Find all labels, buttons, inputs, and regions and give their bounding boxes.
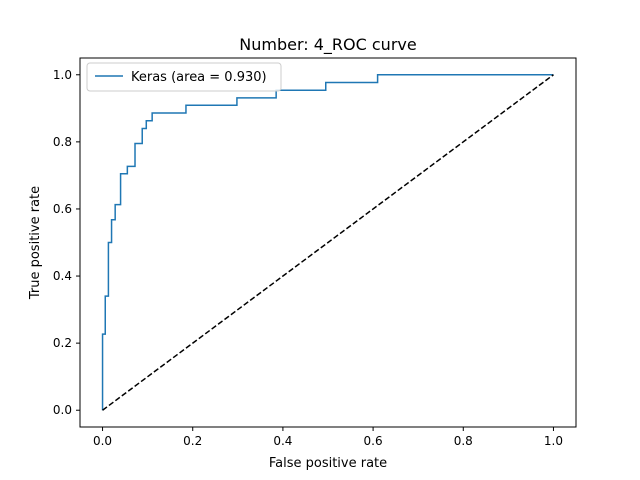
x-tick-label: 0.6: [364, 434, 383, 448]
x-tick-label: 0.4: [273, 434, 292, 448]
series-line-keras: [101, 74, 554, 411]
y-axis-label: True positive rate: [28, 186, 43, 300]
chart-title: Number: 4_ROC curve: [239, 35, 416, 55]
y-tick-label: 1.0: [53, 68, 72, 82]
y-tick-label: 0.2: [53, 336, 72, 350]
axes-frame: [79, 57, 577, 428]
diagonal-reference-line: [102, 74, 554, 411]
x-tick-label: 0.0: [93, 434, 112, 448]
y-axis: 0.0 0.2 0.4 0.6 0.8 1.0: [53, 68, 80, 417]
y-tick-label: 0.4: [53, 269, 72, 283]
x-tick-label: 0.8: [454, 434, 473, 448]
x-axis-label: False positive rate: [269, 456, 387, 471]
legend-label-keras: Keras (area = 0.930): [131, 70, 267, 85]
y-tick-label: 0.8: [53, 135, 72, 149]
x-tick-label: 1.0: [544, 434, 563, 448]
x-tick-label: 0.2: [183, 434, 202, 448]
plot-area: [101, 74, 554, 411]
x-axis: 0.0 0.2 0.4 0.6 0.8 1.0: [93, 427, 563, 448]
legend-box: [86, 62, 282, 92]
y-tick-label: 0.6: [53, 202, 72, 216]
y-tick-label: 0.0: [53, 403, 72, 417]
legend: Keras (area = 0.930): [86, 62, 282, 92]
